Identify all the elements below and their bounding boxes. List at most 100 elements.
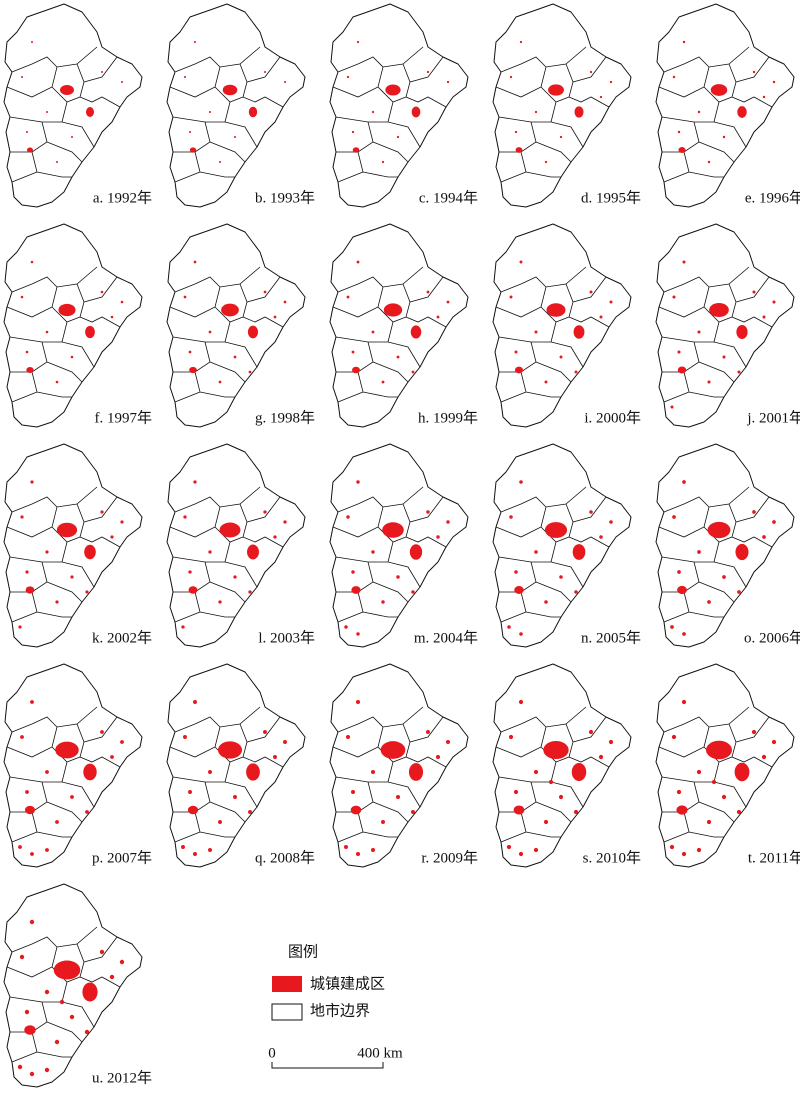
urban-area [534,550,538,554]
urban-area [188,586,198,594]
urban-area [669,844,675,850]
urban-area [396,355,400,359]
urban-area [707,160,711,164]
map-panel: g. 1998年 [166,223,315,428]
legend: 图例 城镇建成区 地市边界 [271,943,385,1021]
panel-label: e. 1996年 [745,189,800,206]
urban-area [543,740,569,760]
urban-area [558,794,564,800]
panel-label: k. 2002年 [92,629,152,646]
urban-area [672,75,676,79]
urban-area [218,380,222,384]
urban-area [736,809,742,815]
urban-area [371,110,375,114]
urban-area [71,136,73,138]
urban-area [27,147,33,153]
urban-area [183,295,187,299]
region-map [492,223,632,428]
urban-area [426,510,430,514]
urban-area [589,70,593,74]
urban-area [509,295,513,299]
legend-swatch-urban [272,976,302,992]
urban-area [697,550,701,554]
urban-area [85,590,89,594]
urban-area [670,625,674,629]
urban-area [193,260,197,264]
urban-area [233,795,237,799]
urban-area [609,80,613,84]
map-panel: j. 2001年 [655,223,800,428]
urban-area [544,380,548,384]
urban-area [722,135,726,139]
urban-area [598,754,604,760]
urban-area [44,1067,50,1073]
urban-area [85,325,95,339]
urban-area [283,80,287,84]
panel-label: i. 2000年 [584,409,641,426]
urban-area [218,600,222,604]
urban-area [574,590,578,594]
urban-area [509,75,513,79]
urban-area [446,80,450,84]
urban-area [221,303,239,317]
urban-area [599,315,603,319]
region-map [655,443,795,648]
urban-area [351,570,355,574]
urban-area [573,325,585,339]
urban-area [55,600,59,604]
urban-area [44,989,50,995]
urban-area [534,110,538,114]
region-map [492,663,632,868]
urban-area [380,741,406,759]
panel-label: a. 1992年 [93,189,152,206]
urban-area [233,135,237,139]
urban-area [672,295,676,299]
urban-area [544,600,548,604]
urban-area [707,600,711,604]
urban-area [519,40,523,44]
urban-area [762,95,766,99]
urban-area [513,805,525,815]
region-map [166,443,306,648]
urban-area [761,754,767,760]
urban-area [559,135,563,139]
urban-area [735,543,749,561]
urban-area [193,480,197,484]
urban-area [283,740,287,744]
urban-area [20,295,24,299]
urban-area [248,810,252,814]
urban-area [356,260,360,264]
urban-area [707,380,711,384]
urban-area [45,330,49,334]
urban-area [762,315,766,319]
urban-area [351,350,355,354]
urban-area [17,1064,23,1070]
panel-label: c. 1994年 [419,189,478,206]
urban-area [25,790,29,794]
urban-area [351,586,361,594]
urban-area [371,550,375,554]
urban-area [599,95,603,99]
urban-area [533,769,539,775]
urban-area [217,741,243,759]
panel-label: f. 1997年 [95,409,153,426]
urban-area [273,755,277,759]
region-map [492,3,632,208]
urban-area [100,510,104,514]
urban-area [544,522,568,538]
urban-area [396,135,400,139]
urban-area [706,819,712,825]
map-panel: h. 1999年 [329,223,478,428]
urban-area [676,805,688,815]
urban-area [355,699,361,705]
urban-area [706,740,732,760]
urban-area [25,586,35,594]
urban-area [20,515,24,519]
urban-area [677,570,681,574]
urban-area [408,763,424,781]
urban-area [120,520,124,524]
region-map [3,223,143,428]
map-panel: e. 1996年 [655,3,800,208]
urban-area [737,590,741,594]
urban-area [26,366,34,374]
